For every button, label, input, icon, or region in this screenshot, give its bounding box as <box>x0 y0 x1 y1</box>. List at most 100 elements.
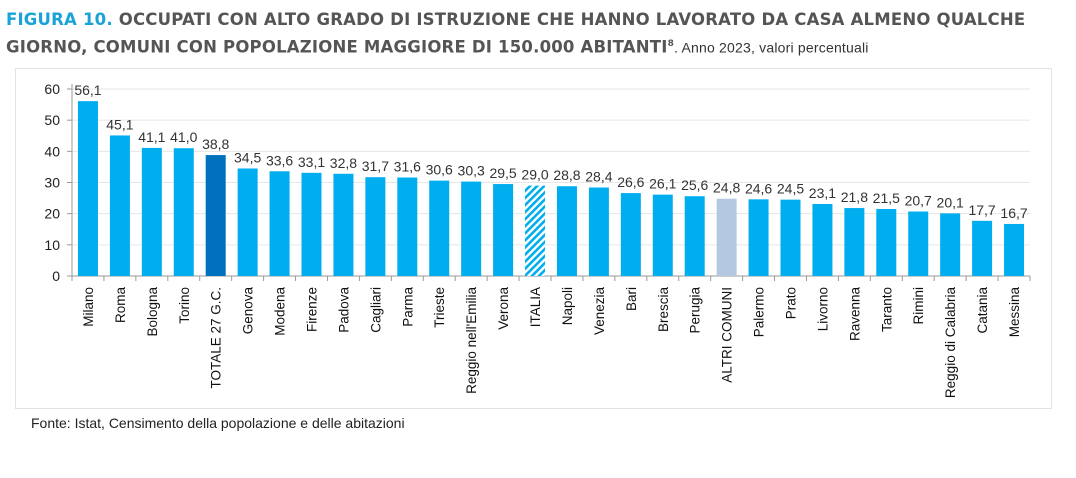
data-label: 25,6 <box>681 177 708 193</box>
data-label: 34,5 <box>234 149 261 165</box>
y-tick-label: 10 <box>44 237 60 253</box>
x-tick-label: Torino <box>177 287 192 324</box>
bar-bologna <box>141 147 162 276</box>
x-tick-label: Genova <box>241 287 256 335</box>
data-label: 33,1 <box>298 154 325 170</box>
data-label: 24,8 <box>713 180 740 196</box>
data-label: 30,3 <box>458 163 485 179</box>
y-tick-label: 40 <box>44 143 60 159</box>
x-tick-label: Livorno <box>815 287 830 331</box>
x-tick-label: Reggio nell'Emilia <box>464 287 479 394</box>
bar-venezia <box>588 187 609 276</box>
x-tick-label: Messina <box>1007 287 1022 338</box>
data-label: 32,8 <box>330 155 357 171</box>
data-label: 45,1 <box>106 116 133 132</box>
x-tick-label: Padova <box>336 287 351 333</box>
x-tick-label: TOTALE 27 G.C. <box>209 287 224 389</box>
data-label: 31,6 <box>394 159 421 175</box>
data-label: 28,8 <box>553 167 580 183</box>
subtitle: . Anno 2023, valori percentuali <box>674 39 869 56</box>
bar-reggio-di-calabria <box>940 213 961 276</box>
x-tick-label: Reggio di Calabria <box>943 287 958 399</box>
y-tick-label: 30 <box>44 175 60 191</box>
x-tick-label: Perugia <box>688 287 703 334</box>
bar-italia <box>525 185 546 276</box>
bar-messina <box>1004 223 1025 276</box>
data-label: 30,6 <box>426 162 453 178</box>
bar-reggio-nell-emilia <box>461 181 482 276</box>
data-label: 20,7 <box>905 192 932 208</box>
figure-label: FIGURA 10. <box>6 10 113 29</box>
data-label: 20,1 <box>937 194 964 210</box>
bar-trieste <box>429 180 450 276</box>
y-tick-label: 50 <box>44 112 60 128</box>
bar-palermo <box>748 199 769 276</box>
footnote-ref: 8 <box>667 39 675 49</box>
bar-chart: 0 10 20 30 40 50 60 56,1 Milano 45,1 Roma 41,1 Bolog… <box>44 81 1031 399</box>
data-label: 17,7 <box>968 202 995 218</box>
bar-brescia <box>652 194 673 276</box>
source-note: Fonte: Istat, Censimento della popolazio… <box>31 415 405 431</box>
bar-perugia <box>684 196 705 276</box>
x-tick-label: Brescia <box>656 287 671 333</box>
data-label: 21,5 <box>873 190 900 206</box>
data-label: 21,8 <box>841 189 868 205</box>
data-label: 38,8 <box>202 136 229 152</box>
x-tick-label: Rimini <box>911 287 926 325</box>
bar-roma <box>109 135 130 276</box>
bar-prato <box>780 199 801 276</box>
bar-cagliari <box>365 177 386 276</box>
data-label: 29,0 <box>521 167 548 183</box>
chart-frame <box>15 68 1052 409</box>
x-tick-label: ALTRI COMUNI <box>720 287 735 383</box>
data-label: 41,1 <box>138 129 165 145</box>
x-tick-label: ITALIA <box>528 287 543 327</box>
x-tick-label: Cagliari <box>368 287 383 333</box>
data-label: 26,1 <box>649 176 676 192</box>
x-tick-label: Palermo <box>752 287 767 337</box>
bar-ravenna <box>844 208 865 276</box>
y-tick-label: 0 <box>52 268 60 284</box>
bar-firenze <box>301 172 322 276</box>
x-tick-label: Venezia <box>592 287 607 336</box>
bar-torino <box>173 148 194 276</box>
x-tick-label: Ravenna <box>847 287 862 342</box>
x-tick-label: Firenze <box>305 287 320 332</box>
bar-bari <box>620 193 641 276</box>
data-label: 31,7 <box>362 158 389 174</box>
x-tick-label: Napoli <box>560 287 575 325</box>
bar-modena <box>269 171 290 276</box>
data-label: 29,5 <box>489 165 516 181</box>
bar-totale-27-g-c- <box>205 155 226 276</box>
bar-livorno <box>812 204 833 276</box>
x-tick-label: Taranto <box>879 287 894 332</box>
bar-verona <box>493 184 514 276</box>
bar-catania <box>972 220 993 276</box>
y-tick-label: 60 <box>44 81 60 97</box>
x-tick-label: Bologna <box>145 287 160 337</box>
bar-parma <box>397 177 418 276</box>
data-label: 41,0 <box>170 129 197 145</box>
data-label: 16,7 <box>1000 205 1027 221</box>
bar-rimini <box>908 211 929 276</box>
data-label: 26,6 <box>617 174 644 190</box>
x-tick-label: Catania <box>975 287 990 334</box>
x-tick-label: Roma <box>113 287 128 324</box>
bar-altri-comuni <box>716 198 737 276</box>
x-tick-label: Modena <box>273 287 288 336</box>
title-text: OCCUPATI CON ALTO GRADO DI ISTRUZIONE CH… <box>6 10 1026 57</box>
x-tick-label: Verona <box>496 287 511 330</box>
data-label: 28,4 <box>585 168 612 184</box>
bar-taranto <box>876 208 897 276</box>
figure-title: FIGURA 10. OCCUPATI CON ALTO GRADO DI IS… <box>6 8 1066 60</box>
bar-genova <box>237 168 258 276</box>
data-label: 56,1 <box>74 82 101 98</box>
x-tick-label: Trieste <box>432 287 447 328</box>
bar-napoli <box>556 186 577 276</box>
data-label: 33,6 <box>266 152 293 168</box>
data-label: 24,5 <box>777 181 804 197</box>
y-tick-label: 20 <box>44 206 60 222</box>
x-tick-label: Prato <box>784 287 799 319</box>
bar-milano <box>77 101 98 276</box>
data-label: 24,6 <box>745 180 772 196</box>
